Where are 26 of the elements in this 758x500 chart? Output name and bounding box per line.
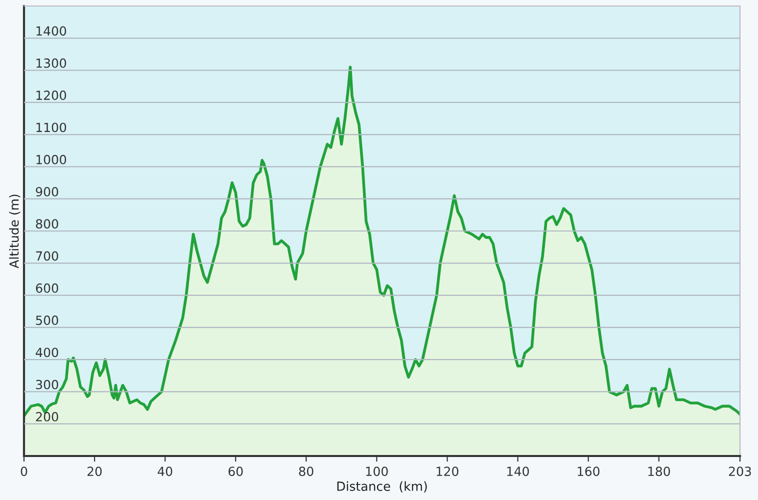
x-tick-label: 140 (507, 466, 529, 476)
x-tick-label: 160 (578, 466, 600, 476)
y-tick-label: 1400 (36, 26, 66, 36)
y-tick-label: 1100 (36, 122, 66, 132)
x-tick-label: 203 (728, 466, 751, 476)
y-tick-label: 700 (36, 251, 58, 261)
x-tick-label: 0 (20, 466, 28, 476)
y-tick-label: 1300 (36, 58, 66, 68)
x-tick-label: 20 (88, 466, 102, 476)
x-tick-label: 80 (299, 466, 314, 476)
y-tick-label: 1200 (36, 90, 66, 100)
y-tick-label: 1000 (36, 154, 66, 164)
y-tick-label: 900 (36, 186, 58, 196)
x-tick-label: 120 (436, 466, 458, 476)
x-tick-label: 40 (158, 466, 172, 476)
y-tick-label: 400 (36, 348, 58, 358)
x-tick-label: 100 (366, 466, 388, 476)
y-axis-title: Altitude (m) (9, 194, 20, 268)
x-axis-title: Distance (km) (337, 481, 427, 492)
y-tick-label: 300 (36, 380, 58, 390)
y-tick-label: 200 (36, 412, 58, 422)
x-tick-label: 60 (228, 466, 243, 476)
x-tick-label: 180 (648, 466, 670, 476)
y-tick-label: 800 (36, 219, 58, 229)
y-tick-label: 600 (36, 283, 58, 293)
y-tick-label: 500 (36, 316, 58, 326)
